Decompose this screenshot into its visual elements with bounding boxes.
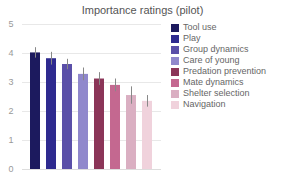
svg-text:3: 3 bbox=[8, 77, 13, 87]
html-text:Group dynamics: Group dynamics bbox=[183, 44, 249, 54]
html-text:Predation prevention: Predation prevention bbox=[183, 66, 267, 76]
svg-text:0: 0 bbox=[8, 164, 13, 174]
html-text:Mate dynamics: Mate dynamics bbox=[183, 77, 244, 87]
html-text:Play: Play bbox=[183, 33, 201, 43]
html-text:Importance ratings (pilot): Importance ratings (pilot) bbox=[81, 4, 204, 16]
svg-text:1: 1 bbox=[8, 135, 13, 145]
html-text:Tool use: Tool use bbox=[183, 22, 217, 32]
svg-text:2: 2 bbox=[8, 106, 13, 116]
html-text:Shelter selection: Shelter selection bbox=[183, 88, 250, 98]
svg-text:4: 4 bbox=[8, 48, 13, 58]
html-text:Care of young: Care of young bbox=[183, 55, 240, 65]
svg-text:5: 5 bbox=[8, 19, 13, 29]
html-text:Navigation: Navigation bbox=[183, 99, 226, 109]
